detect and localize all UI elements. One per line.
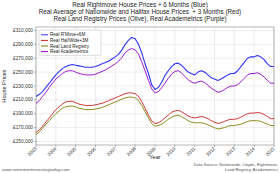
tick-mark — [194, 145, 195, 147]
x-tick-label: 2010 — [165, 146, 176, 157]
grid-line — [115, 27, 116, 145]
grid-line — [254, 27, 255, 145]
x-tick-label: 2005 — [66, 146, 77, 157]
legend-swatch — [41, 34, 48, 35]
tick-mark — [36, 145, 37, 147]
chart: Real Rightmove House Prices + 6 Months (… — [0, 0, 280, 173]
tick-mark — [214, 145, 215, 147]
x-tick-label: 2003 — [27, 146, 38, 157]
grid-line — [194, 27, 195, 145]
watermark: www.retirementinvestingtoday.com — [2, 167, 70, 172]
tick-mark — [174, 145, 175, 147]
plot-frame — [36, 27, 274, 145]
title-line: Real Land Registry Prices (Olive), Real … — [53, 15, 226, 23]
tick-mark — [115, 145, 116, 147]
tick-mark — [55, 145, 56, 147]
legend-swatch — [41, 51, 48, 52]
legend-swatch — [41, 40, 48, 41]
legend-label: Real Hal/Wide+3M — [50, 38, 89, 43]
x-tick-label: 2013 — [225, 146, 236, 157]
grid — [36, 27, 274, 145]
x-tick-label: 2011 — [186, 146, 197, 157]
y-tick-label: £150,000 — [13, 139, 33, 144]
data-source: Land Registry, Academetrics — [225, 167, 278, 172]
grid-line — [174, 27, 175, 145]
x-tick-label: 2014 — [245, 146, 256, 157]
series-line — [36, 37, 274, 96]
x-tick-label: 2008 — [126, 146, 137, 157]
tick-mark — [155, 145, 156, 147]
tick-mark — [95, 145, 96, 147]
tick-mark — [234, 145, 235, 147]
series-line — [36, 49, 274, 104]
tick-mark — [75, 145, 76, 147]
x-axis-label: Year — [149, 154, 160, 160]
x-tick-label: 2007 — [106, 146, 117, 157]
y-tick-label: £230,000 — [13, 84, 33, 89]
grid-line — [155, 27, 156, 145]
y-tick-label: £290,000 — [13, 42, 33, 47]
legend: Real R'Move+6MReal Hal/Wide+3MReal Land … — [39, 30, 101, 55]
y-tick-label: £310,000 — [13, 28, 33, 33]
y-tick-label: £170,000 — [13, 125, 33, 130]
y-tick-label: £250,000 — [13, 70, 33, 75]
legend-label: Real Land Registry — [50, 44, 90, 49]
y-tick-label: £210,000 — [13, 97, 33, 102]
x-tick-label: 2012 — [205, 146, 216, 157]
legend-label: Real R'Move+6M — [50, 32, 85, 37]
legend-box — [39, 30, 101, 55]
x-tick-label: 2015 — [265, 146, 276, 157]
y-axis-label: House Prices — [1, 69, 7, 102]
tick-mark — [274, 145, 275, 147]
x-tick-label: 2006 — [86, 146, 97, 157]
series-line — [36, 97, 274, 134]
y-tick-label: £190,000 — [13, 111, 33, 116]
x-tick-label: 2004 — [46, 146, 57, 157]
tick-mark — [254, 145, 255, 147]
legend-swatch — [41, 46, 48, 47]
y-tick-label: £270,000 — [13, 56, 33, 61]
tick-mark — [135, 145, 136, 147]
legend-label: Real Academetrics — [50, 49, 89, 54]
lines — [36, 37, 274, 134]
grid-line — [135, 27, 136, 145]
